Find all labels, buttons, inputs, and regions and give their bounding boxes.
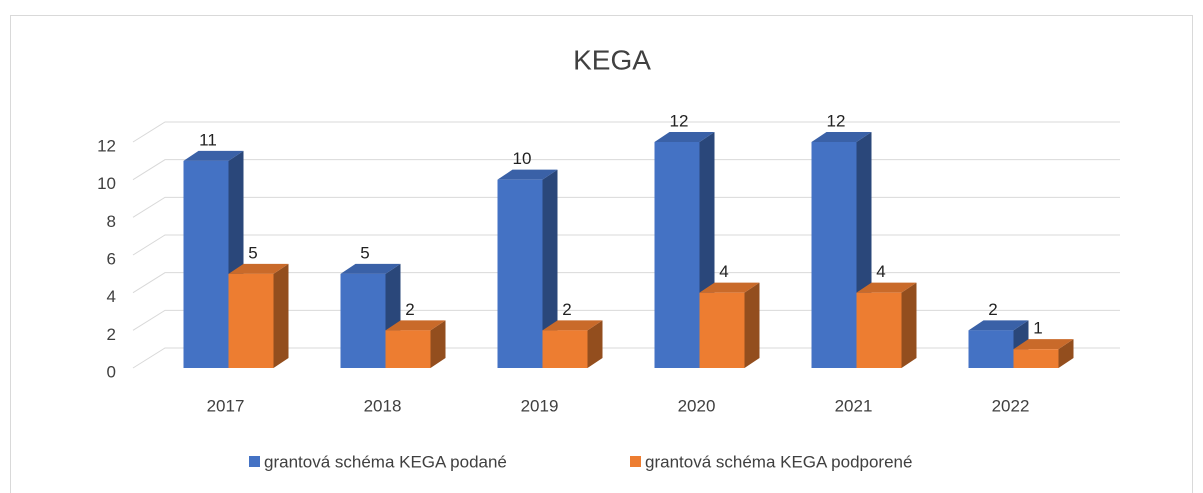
data-label: 12 bbox=[670, 111, 689, 130]
bar bbox=[699, 292, 745, 368]
data-label: 4 bbox=[876, 262, 885, 281]
y-tick-label: 8 bbox=[107, 212, 116, 231]
legend-label: grantová schéma KEGA podporené bbox=[645, 452, 912, 471]
bar-top bbox=[968, 320, 1029, 331]
grid-line bbox=[132, 347, 1120, 369]
bar bbox=[228, 273, 274, 368]
grid-line bbox=[132, 159, 1120, 181]
bar-top bbox=[497, 169, 558, 180]
legend-swatch bbox=[249, 456, 260, 467]
bar-top bbox=[340, 263, 401, 274]
bar bbox=[1013, 349, 1059, 368]
x-tick-label: 2018 bbox=[364, 396, 402, 415]
bar-side bbox=[430, 320, 446, 368]
bar-side bbox=[273, 263, 289, 368]
y-tick-label: 6 bbox=[107, 249, 116, 268]
data-label: 11 bbox=[199, 130, 217, 149]
bar bbox=[856, 292, 902, 368]
grid-line bbox=[132, 309, 1120, 331]
bar-top bbox=[856, 282, 917, 293]
data-label: 5 bbox=[360, 243, 369, 262]
grid-line bbox=[132, 121, 1120, 143]
x-tick-label: 2020 bbox=[678, 396, 716, 415]
x-tick-label: 2021 bbox=[835, 396, 873, 415]
bar-top bbox=[183, 150, 244, 161]
data-label: 5 bbox=[248, 243, 257, 262]
x-tick-label: 2017 bbox=[207, 396, 245, 415]
bar-top bbox=[1013, 339, 1074, 350]
data-label: 2 bbox=[988, 300, 997, 319]
legend-swatch bbox=[630, 456, 641, 467]
bar bbox=[968, 330, 1014, 368]
bar bbox=[385, 330, 431, 368]
data-label: 2 bbox=[405, 300, 414, 319]
data-label: 2 bbox=[562, 300, 571, 319]
grid-line bbox=[132, 196, 1120, 218]
bar bbox=[542, 330, 588, 368]
bar-top bbox=[654, 132, 715, 142]
bar-side bbox=[587, 320, 603, 368]
bar bbox=[811, 142, 857, 368]
bar-side bbox=[542, 169, 558, 368]
bar-top bbox=[811, 132, 872, 142]
bar-side bbox=[901, 282, 917, 368]
chart-title: KEGA bbox=[573, 44, 651, 75]
x-tick-label: 2022 bbox=[992, 396, 1030, 415]
bar bbox=[654, 142, 700, 368]
y-tick-label: 12 bbox=[97, 136, 116, 155]
x-tick-label: 2019 bbox=[521, 396, 559, 415]
grid-line bbox=[132, 234, 1120, 256]
y-tick-label: 2 bbox=[107, 325, 116, 344]
grid-line bbox=[132, 272, 1120, 294]
y-tick-label: 4 bbox=[107, 287, 116, 306]
y-tick-label: 10 bbox=[97, 174, 116, 193]
bar-side bbox=[744, 282, 760, 368]
bar bbox=[340, 273, 386, 368]
data-label: 10 bbox=[513, 149, 532, 168]
bar-top bbox=[228, 263, 289, 274]
bar-side bbox=[1058, 339, 1074, 368]
data-label: 4 bbox=[719, 262, 728, 281]
bar-top bbox=[542, 320, 603, 331]
y-tick-label: 0 bbox=[107, 362, 116, 381]
legend-label: grantová schéma KEGA podané bbox=[264, 452, 507, 471]
data-label: 12 bbox=[827, 111, 846, 130]
bar-top bbox=[385, 320, 446, 331]
data-label: 1 bbox=[1033, 319, 1042, 338]
bar bbox=[497, 179, 543, 368]
bar-top bbox=[699, 282, 760, 293]
bar bbox=[183, 160, 229, 368]
